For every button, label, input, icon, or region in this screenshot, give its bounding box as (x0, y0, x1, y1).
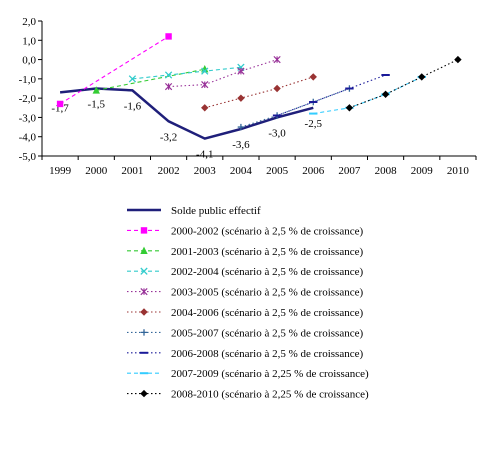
legend-swatch-marker (140, 246, 148, 254)
series-line (313, 76, 423, 115)
data-point (454, 55, 462, 64)
series-8 (309, 75, 426, 115)
legend-label: 2004-2006 (scénario à 2,5 % de croissanc… (171, 307, 363, 319)
series-0 (59, 87, 314, 140)
data-point (237, 123, 245, 131)
data-point (128, 75, 137, 83)
data-point (273, 84, 281, 93)
x-tick-label: 2005 (266, 165, 289, 177)
legend-item: 2004-2006 (scénario à 2,5 % de croissanc… (127, 307, 363, 319)
data-point (201, 65, 209, 73)
x-tick-label: 2008 (375, 165, 398, 177)
data-point (201, 67, 209, 75)
legend-label: 2008-2010 (scénario à 2,25 % de croissan… (171, 389, 369, 401)
data-label: -4,1 (196, 149, 213, 161)
legend-swatch-marker (140, 329, 148, 336)
y-tick-label: -1,0 (19, 74, 37, 86)
series-line (59, 87, 314, 140)
legend-item: 2008-2010 (scénario à 2,25 % de croissan… (127, 389, 369, 401)
legend-label: 2001-2003 (scénario à 2,5 % de croissanc… (171, 246, 363, 258)
x-tick-label: 2003 (194, 165, 217, 177)
data-point (345, 104, 354, 112)
x-tick-label: 2007 (338, 165, 361, 177)
series-4 (164, 55, 281, 91)
legend-label: Solde public effectif (171, 205, 261, 217)
y-tick-label: -4,0 (19, 132, 37, 144)
data-label: -1,5 (88, 99, 106, 111)
data-label: -3,6 (232, 139, 250, 151)
legend-label: 2003-2005 (scénario à 2,5 % de croissanc… (171, 287, 363, 299)
x-tick-label: 2009 (411, 165, 434, 177)
x-tick-label: 2010 (447, 165, 470, 177)
data-point (201, 104, 209, 112)
legend-item: 2002-2004 (scénario à 2,5 % de croissanc… (127, 266, 363, 278)
data-point (165, 33, 172, 40)
x-tick-label: 2000 (85, 165, 108, 177)
legend-item: 2003-2005 (scénario à 2,5 % de croissanc… (127, 287, 363, 299)
data-label: -1,7 (51, 102, 69, 114)
legend-swatch-marker (140, 227, 148, 234)
legend-item: 2007-2009 (scénario à 2,25 % de croissan… (127, 368, 369, 380)
legend-label: 2007-2009 (scénario à 2,25 % de croissan… (171, 368, 369, 380)
series-2 (92, 65, 209, 94)
legend-item: 2006-2008 (scénario à 2,5 % de croissanc… (127, 348, 363, 360)
legend-swatch-marker (140, 267, 148, 275)
series-5 (201, 73, 317, 112)
data-point (201, 81, 209, 89)
data-point (164, 71, 173, 79)
x-tick-label: 2004 (230, 165, 253, 177)
y-tick-label: 2,0 (22, 16, 36, 28)
series-line (349, 59, 459, 109)
legend-label: 2002-2004 (scénario à 2,5 % de croissanc… (171, 266, 363, 278)
y-tick-label: -5,0 (19, 151, 37, 163)
x-tick-label: 2002 (158, 165, 180, 177)
data-point (56, 100, 64, 108)
data-point (309, 73, 317, 81)
data-point (164, 82, 173, 91)
data-label: -3,2 (160, 131, 177, 143)
data-point (237, 67, 245, 75)
y-tick-label: -2,0 (19, 93, 37, 105)
data-point (92, 86, 100, 94)
x-tick-label: 2001 (121, 165, 143, 177)
legend-item: 2001-2003 (scénario à 2,5 % de croissanc… (127, 246, 363, 258)
y-tick-label: 0,0 (22, 55, 36, 67)
legend-item: 2005-2007 (scénario à 2,5 % de croissanc… (127, 327, 363, 339)
series-7 (272, 74, 390, 117)
series-line (276, 74, 386, 117)
legend-item: Solde public effectif (127, 205, 261, 217)
data-point (237, 94, 245, 102)
legend-label: 2000-2002 (scénario à 2,5 % de croissanc… (171, 225, 363, 237)
data-label: -3,0 (268, 127, 286, 139)
series-line (96, 68, 205, 91)
x-tick-label: 1999 (49, 165, 72, 177)
series-9 (345, 55, 462, 112)
data-label: -2,5 (305, 118, 323, 130)
series-1 (56, 33, 172, 108)
data-point (418, 73, 426, 81)
series-line (59, 35, 169, 105)
series-line (240, 87, 350, 128)
y-tick-label: 1,0 (22, 35, 36, 47)
legend-label: 2005-2007 (scénario à 2,5 % de croissanc… (171, 327, 363, 339)
data-label: -1,6 (124, 100, 142, 112)
data-point (273, 55, 281, 64)
y-tick-label: -3,0 (19, 112, 37, 124)
data-point (381, 90, 390, 98)
legend-swatch-marker (140, 308, 148, 316)
legend-swatch-marker (140, 389, 148, 398)
legend-item: 2000-2002 (scénario à 2,5 % de croissanc… (127, 225, 363, 237)
x-tick-label: 2006 (302, 165, 325, 177)
legend-swatch-marker (140, 287, 148, 296)
legend-label: 2006-2008 (scénario à 2,5 % de croissanc… (171, 348, 363, 360)
series-line (204, 76, 314, 109)
